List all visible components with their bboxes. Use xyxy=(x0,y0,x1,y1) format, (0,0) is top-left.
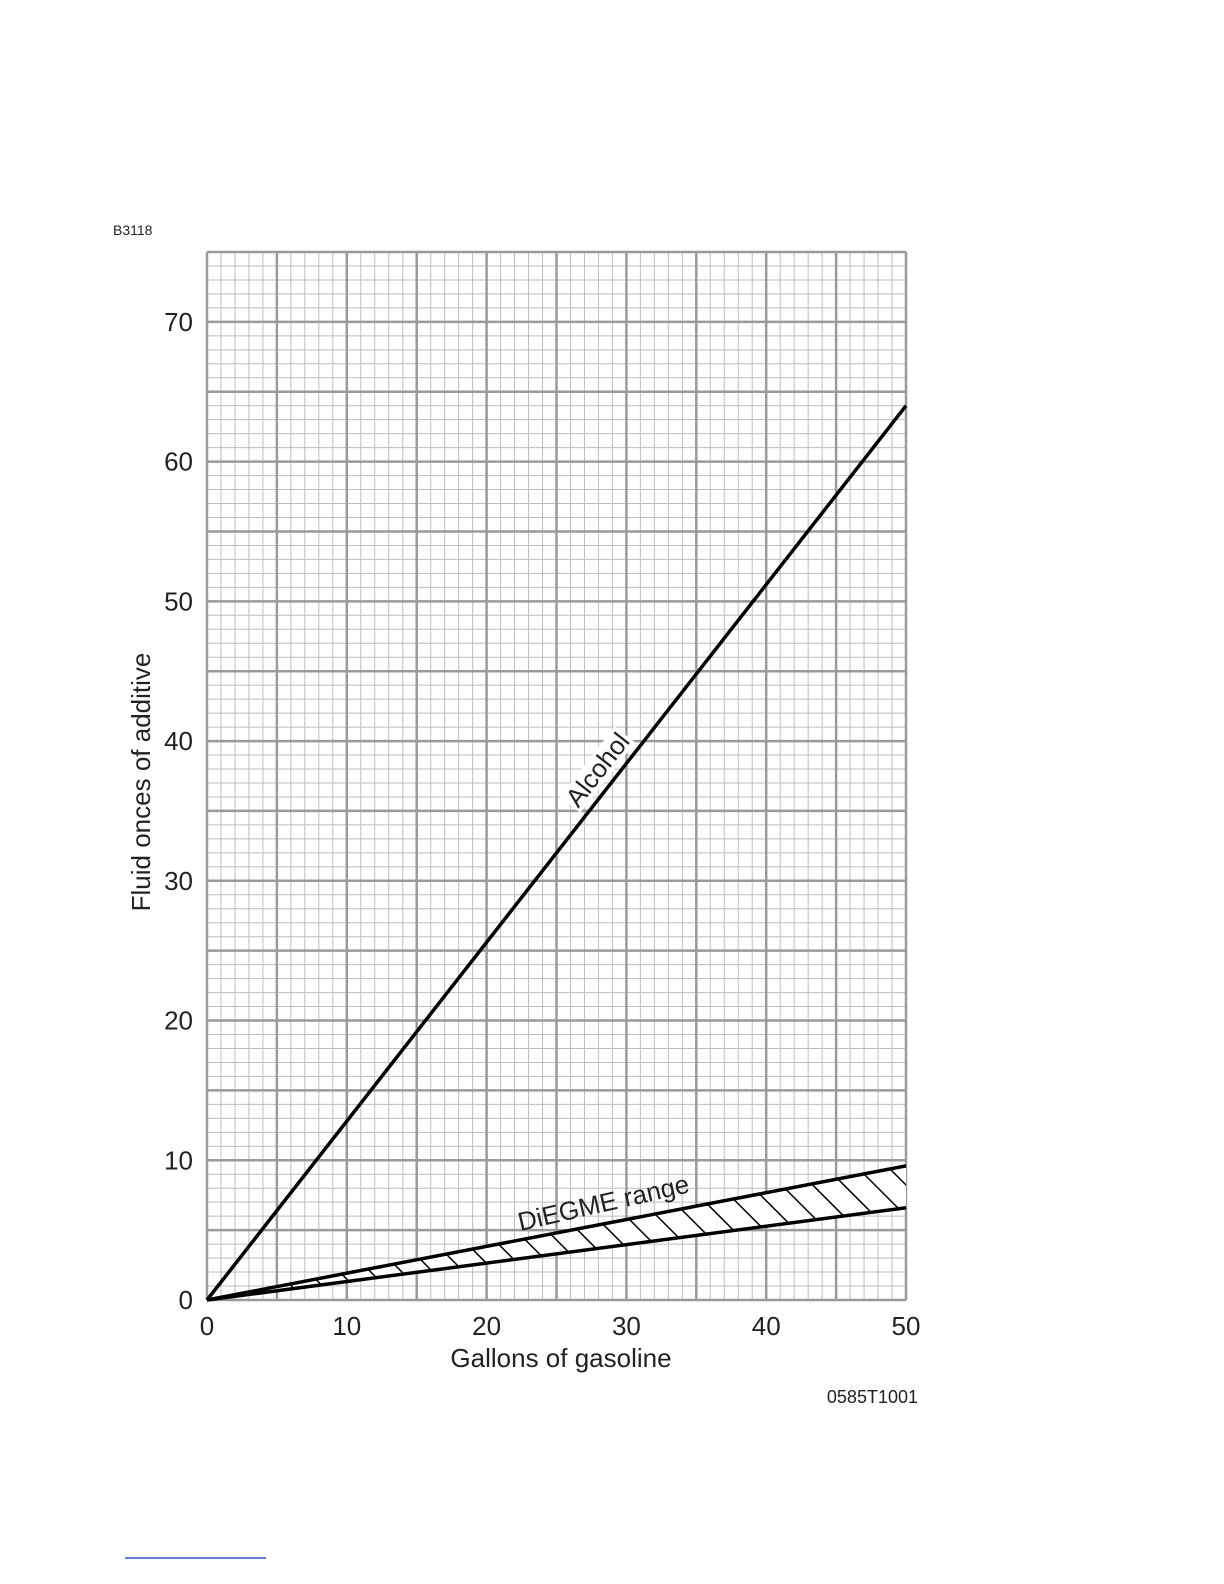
band-edge xyxy=(206,1164,907,1302)
x-axis-title: Gallons of gasoline xyxy=(450,1343,671,1373)
x-tick-label: 0 xyxy=(200,1311,214,1341)
y-tick-label: 70 xyxy=(164,307,193,337)
band-edge xyxy=(206,1206,907,1302)
label-backdrop xyxy=(559,726,636,813)
x-tick-label: 30 xyxy=(612,1311,641,1341)
y-tick-label: 20 xyxy=(164,1006,193,1036)
y-tick-label: 60 xyxy=(164,447,193,477)
y-axis-title: Fluid onces of additive xyxy=(126,653,156,912)
y-tick-label: 0 xyxy=(179,1285,193,1315)
x-tick-label: 20 xyxy=(472,1311,501,1341)
figure-code: 0585T1001 xyxy=(827,1387,918,1407)
x-tick-label: 10 xyxy=(332,1311,361,1341)
y-tick-label: 30 xyxy=(164,866,193,896)
figure-code: B3118 xyxy=(113,222,153,238)
x-tick-label: 50 xyxy=(892,1311,921,1341)
series-line xyxy=(205,404,908,1302)
x-tick-label: 40 xyxy=(752,1311,781,1341)
y-tick-label: 50 xyxy=(164,586,193,616)
y-tick-label: 10 xyxy=(164,1145,193,1175)
y-tick-label: 40 xyxy=(164,726,193,756)
